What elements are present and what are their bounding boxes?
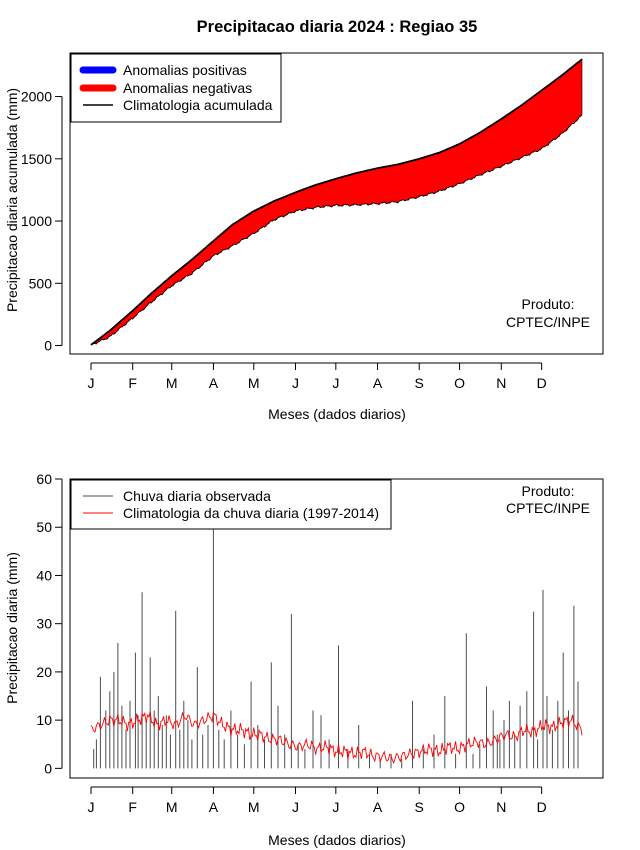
legend-label-climatology-daily: Climatologia da chuva diaria (1997-2014) <box>123 505 379 521</box>
observed-accumulated-line <box>90 114 583 346</box>
legend-label-observed: Chuva diaria observada <box>123 488 271 504</box>
bottom-y-axis: 0 10 20 30 40 50 60 <box>36 471 63 776</box>
bottom-y-axis-label: Precipitacao diaria (mm) <box>4 552 20 704</box>
bottom-x-axis-label: Meses (dados diarios) <box>268 832 406 848</box>
bottom-y-tick-label: 40 <box>36 567 52 583</box>
top-y-axis: 0 500 1000 1500 2000 <box>21 89 63 354</box>
top-y-tick-label: 1500 <box>21 151 52 167</box>
bottom-x-tick-label: D <box>537 799 547 815</box>
bottom-product-label: Produto: <box>522 483 575 499</box>
legend-label-negative: Anomalias negativas <box>123 80 252 96</box>
top-x-tick-label: A <box>209 375 219 391</box>
bottom-legend-box <box>70 479 392 530</box>
top-product-source: CPTEC/INPE <box>506 314 590 330</box>
figure-title: Precipitacao diaria 2024 : Regiao 35 <box>197 18 478 36</box>
top-plot-frame <box>69 52 604 355</box>
top-x-tick-label: S <box>415 375 424 391</box>
bottom-x-tick-label: M <box>166 799 178 815</box>
bottom-y-tick-label: 60 <box>36 471 52 487</box>
bottom-x-tick-label: J <box>88 799 95 815</box>
top-x-axis-label: Meses (dados diarios) <box>268 406 406 422</box>
climatology-daily-line <box>90 711 583 764</box>
top-x-tick-label: F <box>128 375 137 391</box>
top-x-tick-label: O <box>454 375 465 391</box>
top-y-axis-label: Precipitacao diaria acumulada (mm) <box>4 88 20 312</box>
bottom-x-tick-label: A <box>373 799 383 815</box>
bottom-y-tick-label: 30 <box>36 616 52 632</box>
top-y-tick-label: 1000 <box>21 213 52 229</box>
top-x-tick-label: J <box>88 375 95 391</box>
bottom-x-tick-label: A <box>209 799 219 815</box>
bottom-plot-frame <box>69 478 604 779</box>
top-legend: Anomalias positivas Anomalias negativas … <box>70 53 282 123</box>
bottom-x-tick-label: F <box>128 799 137 815</box>
top-x-tick-label: J <box>332 375 339 391</box>
bottom-x-tick-label: N <box>496 799 506 815</box>
bottom-legend: Chuva diaria observada Climatologia da c… <box>70 479 392 530</box>
bottom-y-tick-label: 0 <box>44 760 52 776</box>
bottom-y-tick-label: 10 <box>36 712 52 728</box>
bottom-x-tick-label: J <box>292 799 299 815</box>
observed-daily-bars <box>93 527 579 769</box>
top-x-tick-label: A <box>373 375 383 391</box>
bottom-x-tick-label: J <box>332 799 339 815</box>
bottom-y-tick-label: 20 <box>36 664 52 680</box>
top-x-tick-label: M <box>248 375 260 391</box>
legend-label-positive: Anomalias positivas <box>123 62 247 78</box>
top-x-tick-label: N <box>496 375 506 391</box>
accumulated-chart: 0 500 1000 1500 2000 J F M A M J J A S O N D Precipitac… <box>4 52 604 422</box>
top-x-tick-label: D <box>537 375 547 391</box>
top-product-label: Produto: <box>522 296 575 312</box>
bottom-x-tick-label: O <box>454 799 465 815</box>
top-y-tick-label: 0 <box>44 338 52 354</box>
top-y-tick-label: 500 <box>29 275 53 291</box>
daily-chart: 0 10 20 30 40 50 60 J F M A M J J A S O N D Precipitacao … <box>4 471 604 848</box>
top-x-tick-label: J <box>292 375 299 391</box>
bottom-x-tick-label: S <box>415 799 424 815</box>
bottom-y-tick-label: 50 <box>36 519 52 535</box>
top-y-tick-label: 2000 <box>21 89 52 105</box>
bottom-x-tick-label: M <box>248 799 260 815</box>
top-x-tick-label: M <box>166 375 178 391</box>
climatology-accumulated-line <box>90 58 583 346</box>
bottom-product-source: CPTEC/INPE <box>506 500 590 516</box>
legend-label-climatology: Climatologia acumulada <box>123 97 273 113</box>
